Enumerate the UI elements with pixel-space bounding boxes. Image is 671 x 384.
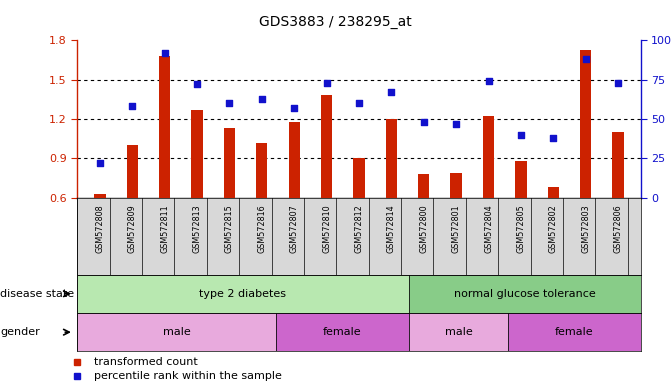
Text: GSM572802: GSM572802 bbox=[549, 204, 558, 253]
Text: GSM572812: GSM572812 bbox=[354, 204, 364, 253]
Point bbox=[354, 100, 364, 106]
Point bbox=[451, 121, 462, 127]
Bar bbox=[94, 194, 105, 276]
Text: type 2 diabetes: type 2 diabetes bbox=[199, 289, 287, 299]
Text: GSM572811: GSM572811 bbox=[160, 204, 169, 253]
Text: GSM572805: GSM572805 bbox=[517, 204, 525, 253]
Text: male: male bbox=[163, 327, 191, 337]
Text: gender: gender bbox=[0, 327, 40, 337]
Bar bbox=[321, 95, 332, 276]
Bar bbox=[77, 275, 409, 313]
Bar bbox=[483, 116, 495, 276]
Bar bbox=[409, 275, 641, 313]
Bar bbox=[409, 313, 508, 351]
Bar bbox=[580, 50, 591, 276]
Bar bbox=[613, 132, 624, 276]
Text: GSM572801: GSM572801 bbox=[452, 204, 461, 253]
Bar bbox=[515, 161, 527, 276]
Point bbox=[224, 100, 235, 106]
Text: transformed count: transformed count bbox=[94, 357, 198, 367]
Bar bbox=[548, 187, 559, 276]
Text: GSM572807: GSM572807 bbox=[290, 204, 299, 253]
Point bbox=[548, 135, 559, 141]
Text: GSM572800: GSM572800 bbox=[419, 204, 428, 253]
Point bbox=[256, 96, 267, 102]
Point bbox=[159, 50, 170, 56]
Bar bbox=[354, 158, 364, 276]
Text: GSM572813: GSM572813 bbox=[193, 204, 201, 253]
Bar bbox=[289, 122, 300, 276]
Text: female: female bbox=[323, 327, 362, 337]
Text: male: male bbox=[445, 327, 472, 337]
Bar bbox=[256, 143, 268, 276]
Bar bbox=[127, 145, 138, 276]
Point bbox=[95, 160, 105, 166]
Text: GSM572806: GSM572806 bbox=[614, 204, 623, 253]
Bar bbox=[276, 313, 409, 351]
Text: GSM572816: GSM572816 bbox=[257, 204, 266, 253]
Point bbox=[515, 132, 526, 138]
Text: disease state: disease state bbox=[0, 289, 74, 299]
Bar bbox=[223, 128, 235, 276]
Bar bbox=[159, 56, 170, 276]
Text: GSM572803: GSM572803 bbox=[581, 204, 590, 253]
Text: GSM572810: GSM572810 bbox=[322, 204, 331, 253]
Point bbox=[386, 89, 397, 95]
Text: GDS3883 / 238295_at: GDS3883 / 238295_at bbox=[259, 15, 412, 29]
Point bbox=[483, 78, 494, 84]
Text: female: female bbox=[555, 327, 594, 337]
Text: normal glucose tolerance: normal glucose tolerance bbox=[454, 289, 596, 299]
Point bbox=[580, 56, 591, 62]
Point bbox=[192, 81, 203, 88]
Point bbox=[127, 103, 138, 109]
Point bbox=[289, 105, 299, 111]
Text: percentile rank within the sample: percentile rank within the sample bbox=[94, 371, 282, 381]
Text: GSM572804: GSM572804 bbox=[484, 204, 493, 253]
Point bbox=[419, 119, 429, 125]
Text: GSM572815: GSM572815 bbox=[225, 204, 234, 253]
Point bbox=[321, 80, 332, 86]
Bar bbox=[508, 313, 641, 351]
Bar bbox=[418, 174, 429, 276]
Text: GSM572808: GSM572808 bbox=[95, 204, 104, 253]
Bar bbox=[191, 110, 203, 276]
Bar bbox=[386, 119, 397, 276]
Bar bbox=[450, 173, 462, 276]
Bar bbox=[77, 313, 276, 351]
Text: GSM572809: GSM572809 bbox=[127, 204, 137, 253]
Text: GSM572814: GSM572814 bbox=[387, 204, 396, 253]
Point bbox=[613, 80, 623, 86]
